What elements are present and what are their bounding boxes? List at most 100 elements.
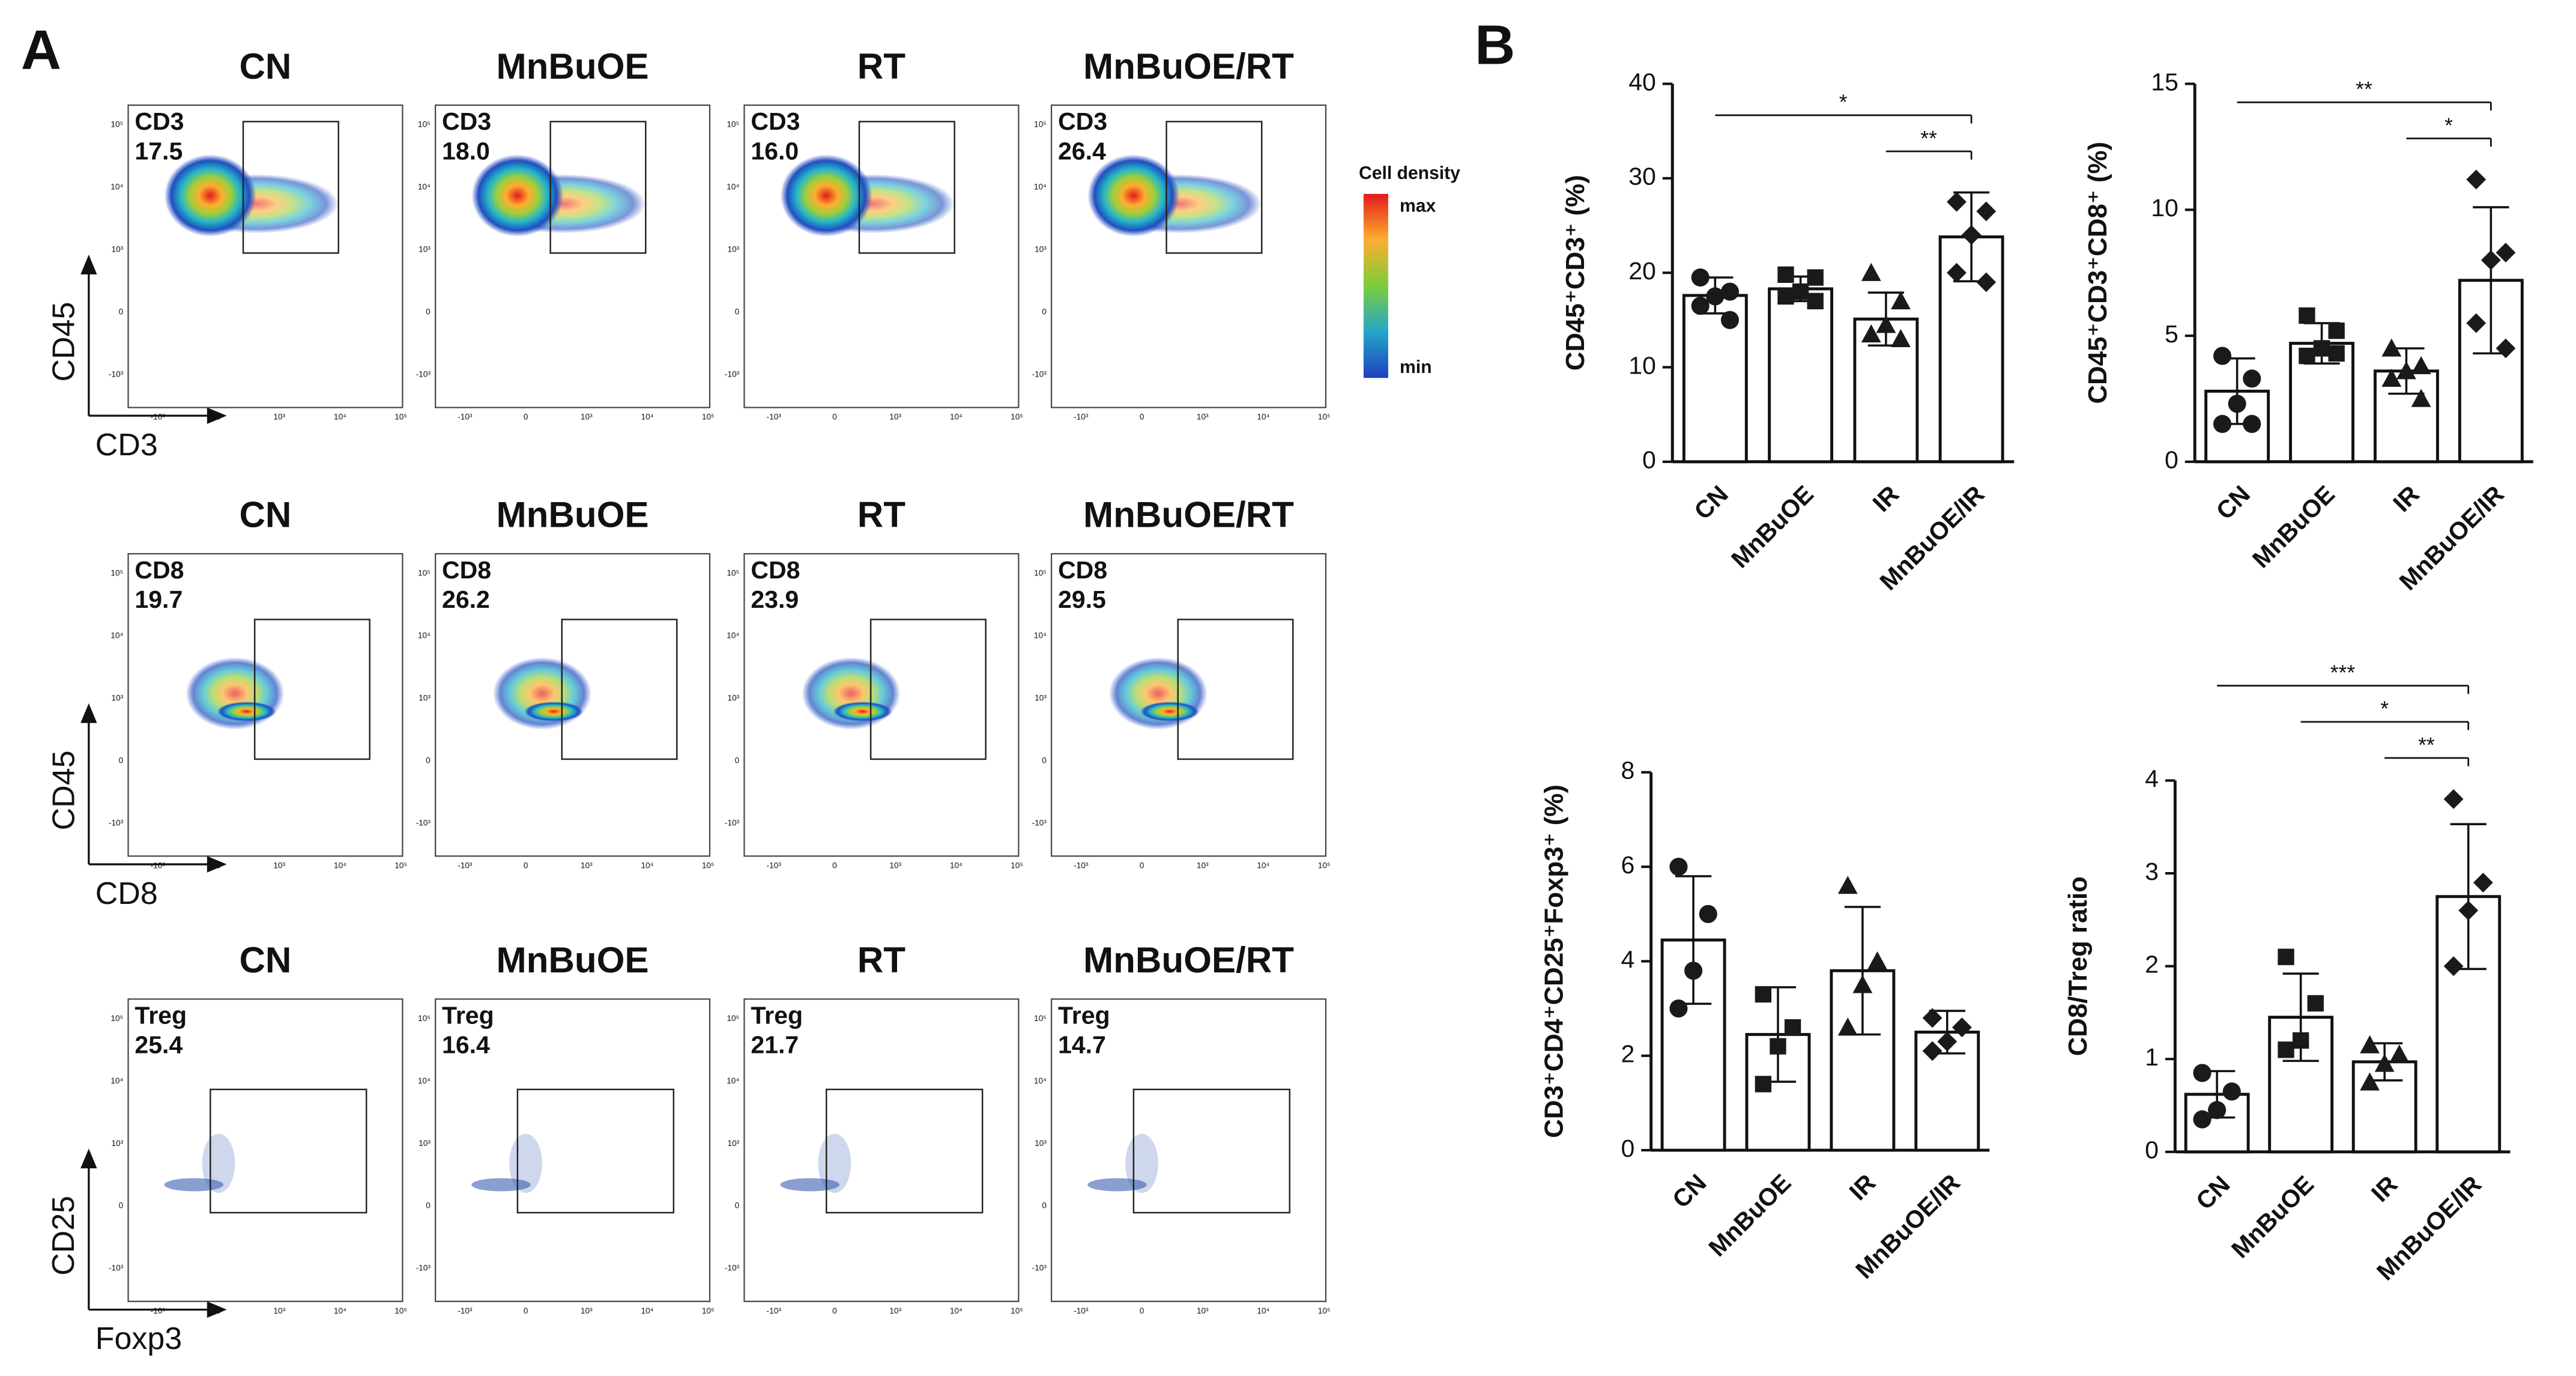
plot-frame xyxy=(127,553,404,857)
data-point xyxy=(1876,315,1896,333)
gate-label: Treg xyxy=(135,1001,187,1029)
density xyxy=(780,154,872,237)
y-tick-label: 10⁴ xyxy=(110,1076,123,1085)
data-point xyxy=(2411,356,2431,375)
data-point xyxy=(2381,368,2402,387)
data-point xyxy=(2222,1082,2241,1101)
x-tick-label: 10³ xyxy=(1197,413,1209,422)
gate-label: CD8 xyxy=(1058,556,1107,584)
x-tick-label: 10³ xyxy=(273,413,285,422)
data-point xyxy=(1792,283,1809,300)
x-tick-label: 0 xyxy=(1140,1306,1144,1315)
significance-label: * xyxy=(2444,114,2453,138)
group-header: MnBuOE xyxy=(497,495,649,535)
gate-label: CD3 xyxy=(1058,108,1107,135)
y-tick-label: -10³ xyxy=(109,818,124,827)
data-point xyxy=(2389,1044,2410,1063)
x-tick-label: 10⁵ xyxy=(1318,861,1331,870)
data-point xyxy=(2313,340,2330,357)
x-tick-label: 10⁵ xyxy=(1011,861,1023,870)
y-tick-label: -10³ xyxy=(1032,818,1047,827)
density xyxy=(217,702,276,722)
legend-min: min xyxy=(1400,357,1432,377)
gate xyxy=(210,1088,367,1214)
gate-value: 18.0 xyxy=(442,137,490,165)
x-tick-label: IR xyxy=(1867,480,1905,518)
y-tick-label: 0 xyxy=(2165,446,2178,474)
group-header: CN xyxy=(239,940,291,980)
x-tick-label: 10³ xyxy=(273,861,285,870)
x-tick-label: MnBuOE xyxy=(1726,480,1819,574)
x-tick-label: CN xyxy=(1689,480,1733,525)
gate-value: 16.0 xyxy=(751,137,799,165)
data-point xyxy=(1784,1019,1801,1036)
group-header: MnBuOE/RT xyxy=(1083,940,1294,980)
y-tick-label: 0 xyxy=(1642,446,1656,474)
gate xyxy=(1177,619,1294,760)
y-tick-label: 10⁴ xyxy=(418,1076,431,1085)
arrow-head xyxy=(207,856,227,873)
x-tick-label: 0 xyxy=(1140,861,1144,870)
panel-label: B xyxy=(1475,14,1515,76)
x-tick-label: 10⁴ xyxy=(1257,861,1269,870)
gate xyxy=(253,619,370,760)
data-point xyxy=(1947,262,1967,283)
density xyxy=(524,702,584,722)
y-tick-label: 10³ xyxy=(112,244,124,253)
gate-label: Treg xyxy=(1058,1001,1110,1029)
y-tick-label: 10³ xyxy=(727,693,739,702)
group-header: MnBuOE/RT xyxy=(1083,46,1294,86)
legend-max: max xyxy=(1400,196,1436,216)
x-tick-label: -10³ xyxy=(767,861,782,870)
y-tick-label: 10³ xyxy=(419,1139,431,1148)
data-point xyxy=(2278,1041,2294,1058)
y-tick-label: 10⁵ xyxy=(727,120,739,129)
y-tick-label: 10⁵ xyxy=(727,568,739,577)
y-tick-label: 10³ xyxy=(112,693,124,702)
x-tick-label: 10⁴ xyxy=(950,1306,963,1315)
data-point xyxy=(2328,322,2345,339)
y-tick-label: 10⁴ xyxy=(418,631,431,640)
gate-value: 16.4 xyxy=(442,1031,490,1059)
data-point xyxy=(2360,1035,2380,1053)
x-tick-label: 10³ xyxy=(273,1306,285,1315)
y-tick-label: 10⁴ xyxy=(110,631,123,640)
density xyxy=(202,1133,235,1193)
y-tick-label: 4 xyxy=(1621,945,1634,973)
y-tick-label: 10⁵ xyxy=(418,1014,431,1023)
x-tick-label: IR xyxy=(2387,480,2425,518)
x-tick-label: MnBuOE xyxy=(2247,480,2340,574)
gate xyxy=(549,121,647,254)
gate xyxy=(858,121,955,254)
x-tick-label: 10⁴ xyxy=(950,861,963,870)
group-header: RT xyxy=(857,46,906,86)
data-point xyxy=(2466,313,2487,333)
y-tick-label: 10⁵ xyxy=(110,568,123,577)
x-tick-label: -10³ xyxy=(458,413,473,422)
group-header: MnBuOE xyxy=(497,940,649,980)
plot-frame xyxy=(127,998,404,1302)
data-point xyxy=(2299,347,2315,365)
y-tick-label: 10⁵ xyxy=(418,568,431,577)
gate-value: 19.7 xyxy=(135,586,183,613)
x-tick-label: 10³ xyxy=(889,413,901,422)
colorbar xyxy=(1363,193,1388,378)
gate-value: 26.4 xyxy=(1058,137,1106,165)
x-tick-label: -10³ xyxy=(1074,413,1089,422)
gate-label: CD3 xyxy=(135,108,184,135)
x-tick-label: -10³ xyxy=(1074,1306,1089,1315)
y-tick-label: -10³ xyxy=(1032,1264,1047,1273)
data-point xyxy=(1770,1038,1786,1055)
y-tick-label: 30 xyxy=(1628,163,1656,190)
gate xyxy=(825,1088,984,1214)
x-tick-label: 10⁵ xyxy=(702,861,715,870)
y-tick-label: -10³ xyxy=(725,818,740,827)
y-tick-label: 4 xyxy=(2145,765,2159,792)
data-point xyxy=(1755,1076,1772,1093)
y-axis-label: CD45 xyxy=(46,302,81,382)
data-point xyxy=(1669,999,1688,1018)
x-tick-label: 10⁵ xyxy=(395,413,407,422)
density xyxy=(1125,1133,1158,1193)
data-point xyxy=(2193,1110,2212,1129)
